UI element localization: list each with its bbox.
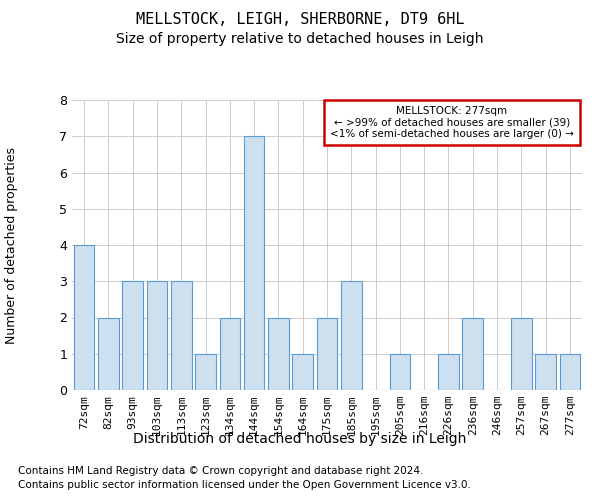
Bar: [560, 354, 580, 390]
Text: Contains public sector information licensed under the Open Government Licence v3: Contains public sector information licen…: [18, 480, 471, 490]
Text: Contains HM Land Registry data © Crown copyright and database right 2024.: Contains HM Land Registry data © Crown c…: [18, 466, 424, 476]
Text: MELLSTOCK, LEIGH, SHERBORNE, DT9 6HL: MELLSTOCK, LEIGH, SHERBORNE, DT9 6HL: [136, 12, 464, 28]
Bar: [195, 354, 216, 390]
Bar: [341, 281, 362, 390]
Bar: [292, 354, 313, 390]
Bar: [74, 245, 94, 390]
Text: Distribution of detached houses by size in Leigh: Distribution of detached houses by size …: [133, 432, 467, 446]
Bar: [317, 318, 337, 390]
Bar: [268, 318, 289, 390]
Bar: [98, 318, 119, 390]
Bar: [463, 318, 483, 390]
Bar: [535, 354, 556, 390]
Text: Number of detached properties: Number of detached properties: [5, 146, 19, 344]
Bar: [146, 281, 167, 390]
Text: Size of property relative to detached houses in Leigh: Size of property relative to detached ho…: [116, 32, 484, 46]
Bar: [511, 318, 532, 390]
Bar: [244, 136, 265, 390]
Bar: [122, 281, 143, 390]
Bar: [171, 281, 191, 390]
Bar: [220, 318, 240, 390]
Text: MELLSTOCK: 277sqm
← >99% of detached houses are smaller (39)
<1% of semi-detache: MELLSTOCK: 277sqm ← >99% of detached hou…: [330, 106, 574, 139]
Bar: [389, 354, 410, 390]
Bar: [438, 354, 459, 390]
